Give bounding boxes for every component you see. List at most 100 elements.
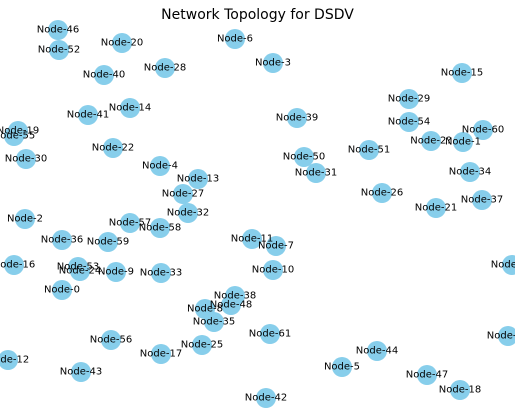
node-node-16-circle [4, 255, 24, 275]
node-node-61-circle [260, 324, 280, 344]
node-label: Node-5 [324, 362, 360, 373]
node-node-42-circle [256, 388, 276, 408]
node-label: Node-52 [38, 45, 80, 56]
node-node-25-circle [192, 335, 212, 355]
node-node-24-circle [70, 261, 90, 281]
node-node-2-circle [15, 209, 35, 229]
node-node-17-circle [151, 344, 171, 364]
node-node-2-circle [421, 131, 441, 151]
node-node-23-circle [502, 255, 515, 275]
node-label: Node-59 [87, 237, 129, 248]
node-label: Node-12 [0, 355, 29, 366]
node-node-44-circle [367, 341, 387, 361]
node-label: Node-33 [140, 268, 182, 279]
node-node-33-circle [151, 263, 171, 283]
node-node-7-circle [266, 236, 286, 256]
node-label: Node-4 [142, 161, 178, 172]
node-node-37-circle [472, 190, 492, 210]
node-node-57-circle [120, 213, 140, 233]
node-node-60-circle [473, 120, 493, 140]
node-label: Node-22 [92, 143, 134, 154]
node-node-3-circle [263, 53, 283, 73]
node-label: Node-17 [140, 349, 182, 360]
node-label: Node-55 [0, 131, 35, 142]
node-node-50-circle [294, 147, 314, 167]
node-label: Node-28 [144, 63, 186, 74]
node-label: Node-54 [388, 117, 430, 128]
node-label: Node-11 [231, 234, 273, 245]
node-node-52-circle [49, 40, 69, 60]
node-label: Node-26 [361, 188, 403, 199]
node-label: Node-53 [57, 262, 99, 273]
node-node-5-circle [332, 357, 352, 377]
node-label: Node-58 [139, 223, 181, 234]
node-node-55-circle [4, 126, 24, 146]
node-label: Node-37 [461, 195, 503, 206]
node-label: Node-57 [109, 218, 151, 229]
node-label: Node-29 [388, 94, 430, 105]
node-label: Node-42 [245, 393, 287, 404]
node-label: Node-2 [7, 214, 43, 225]
node-node-18-circle [450, 380, 470, 400]
node-label: Node-3 [255, 58, 291, 69]
node-node-21-circle [426, 198, 446, 218]
node-label: Node-41 [67, 110, 109, 121]
node-node-36-circle [52, 230, 72, 250]
node-label: Node-6 [217, 34, 253, 45]
node-label: Node-9 [98, 267, 134, 278]
node-label: Node-16 [0, 260, 35, 271]
node-label: Node-39 [276, 113, 318, 124]
node-label: Node-44 [356, 346, 398, 357]
node-node-48-circle [221, 295, 241, 315]
node-node-13-circle [188, 169, 208, 189]
node-label: Node-38 [214, 291, 256, 302]
node-label: Node-23 [491, 260, 515, 271]
node-node-11-circle [242, 229, 262, 249]
node-label: Node-24 [59, 266, 101, 277]
node-node-26-circle [372, 183, 392, 203]
node-label: Node-19 [0, 126, 39, 137]
node-label: Node-10 [252, 265, 294, 276]
node-node-51-circle [359, 140, 379, 160]
node-label: Node-48 [210, 300, 252, 311]
node-label: Node-56 [90, 335, 132, 346]
node-label: Node-21 [415, 203, 457, 214]
node-node-22-circle [103, 138, 123, 158]
node-label: Node-14 [109, 103, 151, 114]
node-label: Node-13 [177, 174, 219, 185]
node-label: Node-25 [181, 340, 223, 351]
node-node-4-circle [150, 156, 170, 176]
node-node-27-circle [173, 184, 193, 204]
node-label: Node-40 [83, 70, 125, 81]
node-label: Node-61 [249, 329, 291, 340]
node-label: Node-32 [167, 208, 209, 219]
node-node-56-circle [101, 330, 121, 350]
diagram-title: Network Topology for DSDV [161, 7, 354, 23]
node-node-49-circle [498, 326, 515, 346]
node-label: Node-8 [187, 304, 223, 315]
node-label: Node-0 [44, 285, 80, 296]
node-label: Node-46 [37, 25, 79, 36]
node-label: Node-47 [406, 370, 448, 381]
node-label: Node-34 [449, 167, 491, 178]
node-label: Node-15 [441, 68, 483, 79]
node-label: Node-31 [295, 168, 337, 179]
node-node-6-circle [225, 29, 245, 49]
node-node-54-circle [399, 112, 419, 132]
node-label: Node-30 [5, 154, 47, 165]
node-label: Node-20 [101, 38, 143, 49]
node-label: Node-36 [41, 235, 83, 246]
node-node-14-circle [120, 98, 140, 118]
node-node-40-circle [94, 65, 114, 85]
node-label: Node-49 [487, 331, 515, 342]
node-node-30-circle [16, 149, 36, 169]
node-label: Node-60 [462, 125, 504, 136]
node-node-28-circle [155, 58, 175, 78]
node-node-9-circle [106, 262, 126, 282]
node-label: Node-7 [258, 241, 294, 252]
node-node-0-circle [52, 280, 72, 300]
node-label: Node-1 [445, 137, 481, 148]
node-label: Node-27 [162, 189, 204, 200]
